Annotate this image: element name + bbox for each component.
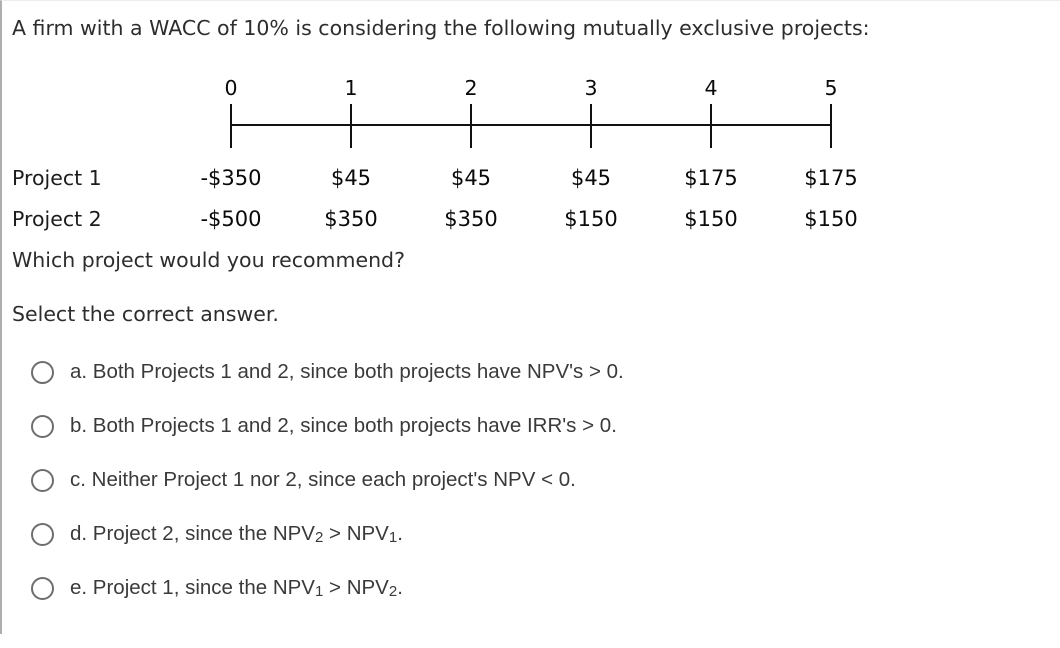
answer-option-b[interactable]: b. Both Projects 1 and 2, since both pro… xyxy=(2,399,1060,453)
cashflow-row-label: Project 1 xyxy=(12,165,102,190)
cashflow-value: $350 xyxy=(324,206,378,231)
option-label-a: a. Both Projects 1 and 2, since both pro… xyxy=(70,360,624,384)
npv-subscript: 2 xyxy=(314,529,324,546)
timeline-period-label-2: 2 xyxy=(464,76,478,100)
question-intro: A firm with a WACC of 10% is considering… xyxy=(12,16,870,40)
quiz-question-page: A firm with a WACC of 10% is considering… xyxy=(2,15,1060,648)
answer-option-d[interactable]: d. Project 2, since the NPV2 > NPV1. xyxy=(2,507,1060,561)
option-text-segment: . xyxy=(397,576,403,599)
question-prompt: Which project would you recommend? xyxy=(12,248,405,272)
cashflow-value: $175 xyxy=(684,165,738,190)
option-label-b: b. Both Projects 1 and 2, since both pro… xyxy=(70,414,617,438)
option-text-segment: b. Both Projects 1 and 2, since both pro… xyxy=(70,414,617,437)
radio-button-e[interactable] xyxy=(31,576,54,600)
radio-button-b[interactable] xyxy=(31,414,54,438)
npv-subscript: 1 xyxy=(314,583,324,600)
timeline-period-label-4: 4 xyxy=(704,76,718,100)
timeline-tick-3 xyxy=(590,104,592,148)
option-text-segment: d. Project 2, since the NPV xyxy=(70,522,315,545)
cashflow-row-project-1: Project 1 -$350 $45 $45 $45 $175 $175 xyxy=(12,157,1060,198)
cashflow-timeline: 0 1 2 3 4 5 xyxy=(171,75,893,148)
cashflow-value: $175 xyxy=(804,165,858,190)
cashflow-value: $45 xyxy=(570,165,612,190)
option-text-segment: e. Project 1, since the NPV xyxy=(70,576,315,599)
answer-instruction: Select the correct answer. xyxy=(12,302,279,326)
option-label-e: e. Project 1, since the NPV1 > NPV2. xyxy=(70,576,403,600)
timeline-period-labels: 0 1 2 3 4 5 xyxy=(171,75,893,102)
timeline-period-label-5: 5 xyxy=(824,76,838,100)
answer-option-a[interactable]: a. Both Projects 1 and 2, since both pro… xyxy=(2,345,1060,399)
timeline-line xyxy=(230,124,832,126)
timeline-tick-4 xyxy=(710,104,712,148)
answer-option-c[interactable]: c. Neither Project 1 nor 2, since each p… xyxy=(2,453,1060,507)
timeline-tick-1 xyxy=(350,104,352,148)
radio-button-c[interactable] xyxy=(31,468,54,492)
cashflow-value: -$350 xyxy=(200,165,262,190)
cashflow-value: -$500 xyxy=(200,206,262,231)
cashflow-value: $45 xyxy=(330,165,372,190)
timeline-period-label-3: 3 xyxy=(584,76,598,100)
timeline-tick-2 xyxy=(470,104,472,148)
option-label-d: d. Project 2, since the NPV2 > NPV1. xyxy=(70,522,403,546)
option-text-segment: c. Neither Project 1 nor 2, since each p… xyxy=(70,468,576,491)
timeline-axis xyxy=(171,104,893,148)
timeline-period-label-0: 0 xyxy=(224,76,238,100)
cashflow-row-label: Project 2 xyxy=(12,206,102,231)
answer-options: a. Both Projects 1 and 2, since both pro… xyxy=(2,345,1060,615)
cashflow-value: $150 xyxy=(684,206,738,231)
cashflow-table: Project 1 -$350 $45 $45 $45 $175 $175 Pr… xyxy=(2,157,1060,239)
cashflow-row-project-2: Project 2 -$500 $350 $350 $150 $150 $150 xyxy=(12,198,1060,239)
cashflow-value: $350 xyxy=(444,206,498,231)
radio-button-d[interactable] xyxy=(31,522,54,546)
npv-subscript: 1 xyxy=(388,529,398,546)
radio-button-a[interactable] xyxy=(31,360,54,384)
option-text-segment: > NPV xyxy=(323,522,389,545)
option-text-segment: > NPV xyxy=(323,576,389,599)
npv-subscript: 2 xyxy=(388,583,398,600)
timeline-period-label-1: 1 xyxy=(344,76,358,100)
option-text-segment: . xyxy=(397,522,403,545)
answer-option-e[interactable]: e. Project 1, since the NPV1 > NPV2. xyxy=(2,561,1060,615)
option-text-segment: a. Both Projects 1 and 2, since both pro… xyxy=(70,360,624,383)
cashflow-value: $45 xyxy=(450,165,492,190)
cashflow-value: $150 xyxy=(564,206,618,231)
timeline-tick-5 xyxy=(830,104,832,148)
option-label-c: c. Neither Project 1 nor 2, since each p… xyxy=(70,468,576,492)
timeline-tick-0 xyxy=(230,104,232,148)
cashflow-value: $150 xyxy=(804,206,858,231)
